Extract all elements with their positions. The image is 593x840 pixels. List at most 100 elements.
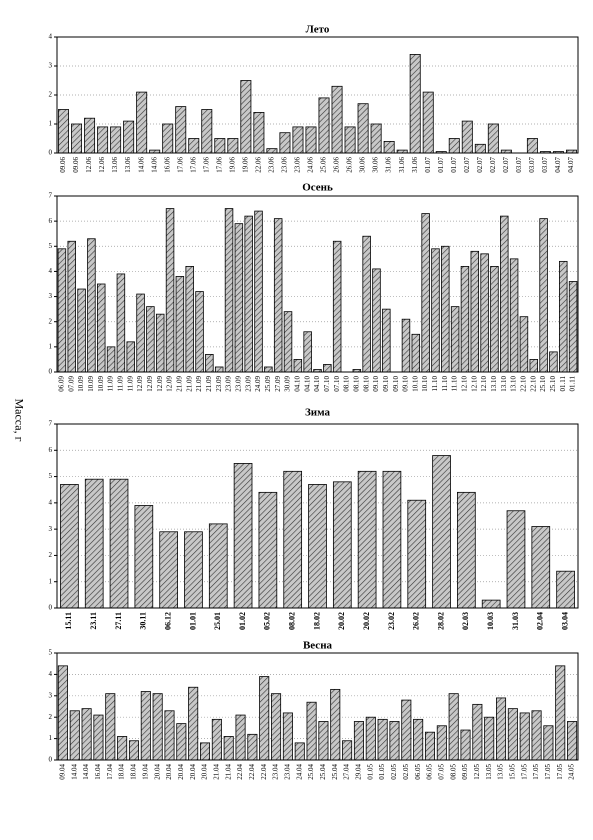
x-tick-label: 11.09 [117,376,125,392]
x-tick-label: 25.06 [320,157,328,173]
bar [480,253,489,373]
bar [57,248,67,373]
y-tick-label: 2 [49,713,53,721]
y-tick-label: 1 [49,734,53,742]
y-tick-label: 2 [49,551,53,559]
y-tick-label: 5 [49,472,53,480]
x-tick-label: 23.06 [294,157,302,173]
x-tick-label: 13.06 [111,157,119,173]
bar [271,693,282,761]
bar [353,721,364,761]
x-tick-label: 31.06 [398,157,406,173]
y-tick-label: 7 [49,192,53,200]
x-tick-label: 01.07 [450,157,458,173]
x-tick-label: 12.10 [461,376,469,392]
x-tick-label: 02.07 [476,157,484,173]
bar [549,351,558,373]
x-tick-label: 13.05 [485,764,493,780]
x-tick-label: 01.07 [437,157,445,173]
bar [407,499,427,609]
bar [481,599,501,609]
x-tick-label: 14.06 [150,157,158,173]
x-tick-label: 02.04 [536,612,545,630]
x-tick-label: 12.10 [480,376,488,392]
bar [496,697,507,761]
x-tick-label: 02.07 [463,157,471,173]
chart-title: Весна [303,640,333,652]
x-tick-label: 24.04 [295,764,303,780]
x-tick-label: 03.07 [515,157,523,173]
bar [176,723,187,761]
bar [87,238,96,373]
bar [258,491,278,609]
y-tick-label: 6 [49,446,53,454]
bar [303,331,312,373]
bar [344,126,356,154]
x-tick-label: 11.09 [107,376,115,392]
chart-title: Осень [302,182,333,194]
bar [457,491,476,609]
x-tick-label: 17.06 [189,157,197,173]
bar [71,123,83,154]
bar [448,138,460,154]
bar [244,215,253,373]
bar [409,54,421,154]
bar [413,718,424,761]
bar [109,478,129,609]
bar [294,742,305,761]
x-tick-label: 30.09 [284,376,292,392]
bar [97,283,106,373]
plot-frame [56,36,579,154]
x-tick-label: 13.10 [500,375,508,391]
x-tick-label: 18.02 [312,612,321,630]
y-tick-label: 5 [49,242,53,250]
y-tick-label: 6 [49,217,53,225]
x-tick-label: 10.09 [97,376,105,392]
x-tick-label: 18.04 [130,764,138,780]
x-tick-label: 04.10 [303,376,311,392]
x-tick-label: 27.09 [274,376,282,392]
x-tick-label: 24.06 [307,157,315,173]
bar [264,366,273,373]
x-tick-label: 16.06 [163,157,171,173]
bar [556,570,575,609]
x-tick-label: 25.10 [539,376,547,392]
x-tick-label: 01.05 [366,764,374,780]
x-tick-label: 21.09 [175,376,183,392]
bar [266,148,278,154]
x-tick-label: 04.10 [293,376,301,392]
x-tick-label: 27.04 [343,764,351,780]
bar [155,313,165,373]
bar [165,208,175,373]
x-tick-label: 23.09 [244,376,252,392]
y-tick-label: 7 [49,420,53,428]
x-tick-label: 21.04 [224,764,232,780]
bar [308,484,327,609]
x-tick-label: 19.06 [228,157,236,173]
x-tick-label: 30.11 [139,612,148,630]
bar [436,725,447,761]
bar [470,250,480,373]
bar [240,80,252,154]
x-tick-label: 20.04 [201,764,209,780]
x-tick-label: 23.04 [284,764,292,780]
bar [305,126,317,154]
y-axis-label: Масса, г [12,398,26,441]
x-tick-label: 22.10 [529,376,537,392]
x-tick-label: 20.02 [362,612,371,630]
bar [330,688,341,761]
bar [273,218,283,373]
x-tick-label: 10.09 [77,376,85,392]
bar [519,316,529,373]
x-tick-label: 02.07 [489,157,497,173]
x-tick-label: 25.04 [331,764,339,780]
y-tick-label: 1 [49,577,53,585]
x-tick-label: 11.09 [126,376,134,392]
bar [117,736,128,761]
bar [162,123,174,154]
x-tick-label: 29.04 [355,764,363,780]
bar [259,676,270,761]
bar [531,710,542,761]
x-tick-label: 12.09 [166,376,174,392]
chart-title: Лето [306,24,330,36]
